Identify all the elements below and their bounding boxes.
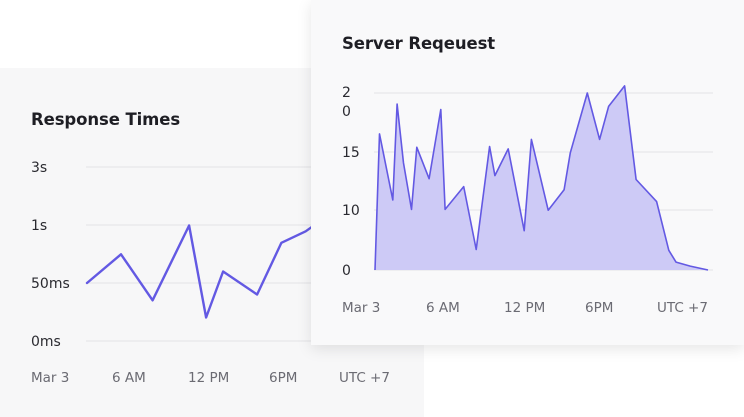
y-tick-label: 10 bbox=[342, 203, 360, 219]
x-tick-label: 12 PM bbox=[504, 300, 545, 316]
server-request-chart: 2 0 15 10 0 Mar 3 6 AM 12 PM 6PM UTC +7 bbox=[342, 85, 713, 316]
x-tick-label: 6 AM bbox=[426, 300, 460, 316]
x-tick-label: 6PM bbox=[585, 300, 613, 316]
x-tick-label: Mar 3 bbox=[342, 300, 380, 316]
x-tick-label: 6PM bbox=[269, 370, 297, 386]
y-tick-label: 3s bbox=[31, 160, 47, 176]
server-request-card: Server Reqeuest 2 0 15 10 0 Mar 3 6 AM 12 PM 6PM… bbox=[311, 0, 744, 345]
x-tick-label: UTC +7 bbox=[339, 370, 390, 386]
server-request-area bbox=[375, 85, 708, 271]
x-tick-label: UTC +7 bbox=[657, 300, 708, 316]
y-tick-label: 0 bbox=[342, 263, 351, 279]
x-tick-label: Mar 3 bbox=[31, 370, 69, 386]
y-tick-label: 50ms bbox=[31, 276, 70, 292]
server-request-line bbox=[374, 85, 709, 271]
response-times-line bbox=[85, 212, 332, 319]
y-tick-label: 15 bbox=[342, 145, 360, 161]
response-times-title: Response Times bbox=[31, 110, 181, 129]
y-tick-label: 0ms bbox=[31, 334, 61, 350]
y-tick-label: 1s bbox=[31, 218, 47, 234]
x-tick-label: 6 AM bbox=[112, 370, 146, 386]
server-request-title: Server Reqeuest bbox=[342, 34, 496, 53]
x-tick-label: 12 PM bbox=[188, 370, 229, 386]
